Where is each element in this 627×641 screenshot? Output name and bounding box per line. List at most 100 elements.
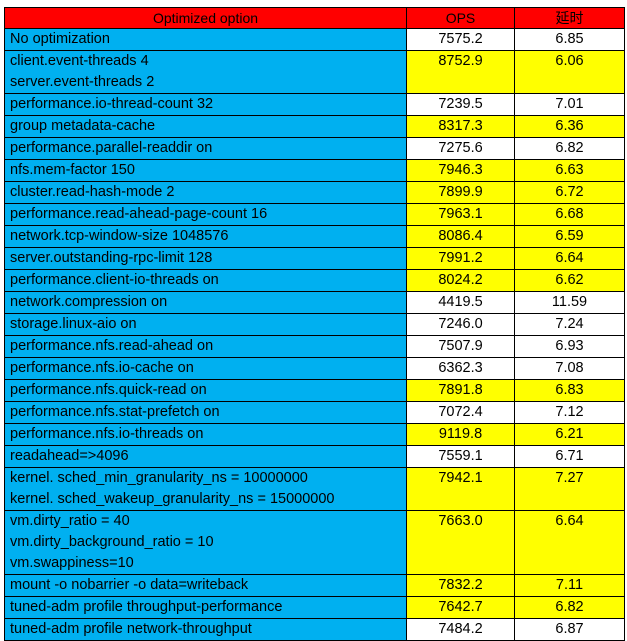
option-line: storage.linux-aio on <box>10 316 137 332</box>
option-cell: performance.nfs.io-threads on <box>4 423 407 446</box>
ops-cell: 7946.3 <box>406 159 515 182</box>
latency-cell: 6.59 <box>514 225 625 248</box>
ops-cell: 7642.7 <box>406 596 515 619</box>
table-row: readahead=>4096 7559.1 6.71 <box>4 445 625 468</box>
latency-cell: 11.59 <box>514 291 625 314</box>
option-line: vm.dirty_background_ratio = 10 <box>10 534 214 550</box>
ops-cell: 6362.3 <box>406 357 515 380</box>
option-line: kernel. sched_min_granularity_ns = 10000… <box>10 470 308 486</box>
option-cell: cluster.read-hash-mode 2 <box>4 181 407 204</box>
option-cell: performance.client-io-threads on <box>4 269 407 292</box>
header-optimized-option: Optimized option <box>4 7 407 29</box>
table-row: kernel. sched_min_granularity_ns = 10000… <box>4 467 625 511</box>
table-body: Optimized option OPS 延时 No optimization 7… <box>4 7 625 641</box>
ops-cell: 7963.1 <box>406 203 515 226</box>
option-line: performance.read-ahead-page-count 16 <box>10 206 268 222</box>
option-line: server.event-threads 2 <box>10 74 155 90</box>
option-cell: storage.linux-aio on <box>4 313 407 336</box>
ops-cell: 8752.9 <box>406 50 515 94</box>
table-row: vm.dirty_ratio = 40 vm.dirty_background_r… <box>4 510 625 575</box>
latency-cell: 6.62 <box>514 269 625 292</box>
option-line: kernel. sched_wakeup_granularity_ns = 15… <box>10 491 335 507</box>
ops-cell: 8086.4 <box>406 225 515 248</box>
ops-cell: 7559.1 <box>406 445 515 468</box>
ops-cell: 7239.5 <box>406 93 515 116</box>
option-line: server.outstanding-rpc-limit 128 <box>10 250 213 266</box>
table-row: performance.parallel-readdir on 7275.6 6.8… <box>4 137 625 160</box>
ops-cell: 7072.4 <box>406 401 515 424</box>
latency-cell: 6.85 <box>514 28 625 51</box>
latency-cell: 6.71 <box>514 445 625 468</box>
latency-cell: 6.64 <box>514 510 625 575</box>
table-row: performance.io-thread-count 32 7239.5 7.01 <box>4 93 625 116</box>
option-line: performance.nfs.io-cache on <box>10 360 194 376</box>
table-row: server.outstanding-rpc-limit 128 7991.2 6.… <box>4 247 625 270</box>
option-cell: server.outstanding-rpc-limit 128 <box>4 247 407 270</box>
header-row: Optimized option OPS 延时 <box>4 7 625 29</box>
option-line: tuned-adm profile throughput-performance <box>10 599 283 615</box>
ops-cell: 7275.6 <box>406 137 515 160</box>
option-cell: network.compression on <box>4 291 407 314</box>
table-row: performance.nfs.stat-prefetch on 7072.4 7.… <box>4 401 625 424</box>
latency-cell: 7.08 <box>514 357 625 380</box>
option-cell: performance.read-ahead-page-count 16 <box>4 203 407 226</box>
table-row: performance.nfs.io-cache on 6362.3 7.08 <box>4 357 625 380</box>
option-cell: tuned-adm profile throughput-performance <box>4 596 407 619</box>
table-row: No optimization 7575.2 6.85 <box>4 28 625 51</box>
header-ops: OPS <box>406 7 515 29</box>
table-row: nfs.mem-factor 150 7946.3 6.63 <box>4 159 625 182</box>
latency-cell: 7.11 <box>514 574 625 597</box>
option-cell: performance.parallel-readdir on <box>4 137 407 160</box>
option-cell: readahead=>4096 <box>4 445 407 468</box>
table-row: tuned-adm profile throughput-performance… <box>4 596 625 619</box>
table-row: cluster.read-hash-mode 2 7899.9 6.72 <box>4 181 625 204</box>
option-line: mount -o nobarrier -o data=writeback <box>10 577 249 593</box>
ops-cell: 7663.0 <box>406 510 515 575</box>
table-row: group metadata-cache 8317.3 6.36 <box>4 115 625 138</box>
optimization-results-table: Optimized option OPS 延时 No optimization 7… <box>4 7 625 641</box>
latency-cell: 6.83 <box>514 379 625 402</box>
latency-cell: 6.64 <box>514 247 625 270</box>
latency-cell: 6.36 <box>514 115 625 138</box>
option-line: performance.nfs.read-ahead on <box>10 338 214 354</box>
option-cell: performance.nfs.quick-read on <box>4 379 407 402</box>
ops-cell: 7246.0 <box>406 313 515 336</box>
latency-cell: 6.82 <box>514 596 625 619</box>
latency-cell: 6.82 <box>514 137 625 160</box>
table-row: network.tcp-window-size 1048576 8086.4 6.5… <box>4 225 625 248</box>
option-cell: kernel. sched_min_granularity_ns = 10000… <box>4 467 407 511</box>
latency-cell: 6.68 <box>514 203 625 226</box>
ops-cell: 7991.2 <box>406 247 515 270</box>
option-line: vm.dirty_ratio = 40 <box>10 513 130 529</box>
option-cell: No optimization <box>4 28 407 51</box>
option-line: performance.nfs.quick-read on <box>10 382 207 398</box>
option-cell: nfs.mem-factor 150 <box>4 159 407 182</box>
table-row: client.event-threads 4 server.event-threa… <box>4 50 625 94</box>
ops-cell: 7575.2 <box>406 28 515 51</box>
table-row: performance.nfs.io-threads on 9119.8 6.21 <box>4 423 625 446</box>
table-row: performance.nfs.quick-read on 7891.8 6.83 <box>4 379 625 402</box>
table-row: performance.client-io-threads on 8024.2 6.… <box>4 269 625 292</box>
option-line: performance.nfs.io-threads on <box>10 426 204 442</box>
latency-cell: 6.06 <box>514 50 625 94</box>
table-row: performance.nfs.read-ahead on 7507.9 6.93 <box>4 335 625 358</box>
option-line: readahead=>4096 <box>10 448 129 464</box>
table-row: performance.read-ahead-page-count 16 7963… <box>4 203 625 226</box>
latency-cell: 6.63 <box>514 159 625 182</box>
option-line: performance.io-thread-count 32 <box>10 96 214 112</box>
ops-cell: 7942.1 <box>406 467 515 511</box>
option-line: client.event-threads 4 <box>10 53 149 69</box>
ops-cell: 7891.8 <box>406 379 515 402</box>
ops-cell: 7832.2 <box>406 574 515 597</box>
latency-cell: 6.72 <box>514 181 625 204</box>
ops-cell: 7899.9 <box>406 181 515 204</box>
latency-cell: 6.21 <box>514 423 625 446</box>
option-line: cluster.read-hash-mode 2 <box>10 184 175 200</box>
option-cell: group metadata-cache <box>4 115 407 138</box>
latency-cell: 7.12 <box>514 401 625 424</box>
option-line: network.tcp-window-size 1048576 <box>10 228 229 244</box>
option-line: group metadata-cache <box>10 118 156 134</box>
table-row: network.compression on 4419.5 11.59 <box>4 291 625 314</box>
table-row: storage.linux-aio on 7246.0 7.24 <box>4 313 625 336</box>
ops-cell: 4419.5 <box>406 291 515 314</box>
